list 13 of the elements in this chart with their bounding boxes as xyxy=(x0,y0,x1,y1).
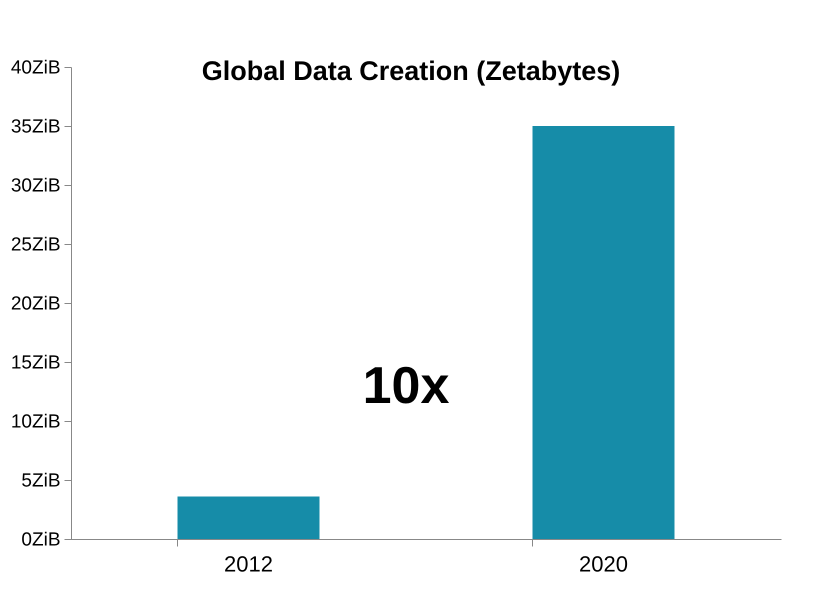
y-tick-label: 25ZiB xyxy=(10,234,60,256)
annotation: 10x xyxy=(362,357,450,415)
y-tick-label: 20ZiB xyxy=(10,294,60,314)
y-tick-label: 30ZiB xyxy=(10,176,60,196)
y-tick-label: 35ZiB xyxy=(10,116,60,138)
x-tick-label: 2012 xyxy=(224,552,273,576)
y-tick-label: 5ZiB xyxy=(21,470,60,492)
y-tick-label: 10ZiB xyxy=(10,412,60,432)
chart-title: Global Data Creation (Zetabytes) xyxy=(202,56,620,86)
y-tick-label: 15ZiB xyxy=(10,352,60,374)
x-tick-label: 2020 xyxy=(579,552,628,576)
y-tick-label: 0ZiB xyxy=(21,530,60,550)
y-tick-label: 40ZiB xyxy=(10,58,60,78)
